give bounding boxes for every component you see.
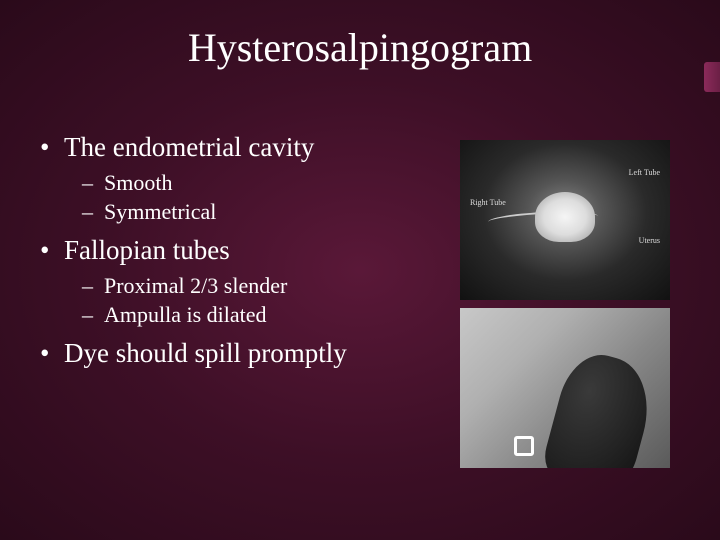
subbullet-proximal: Proximal 2/3 slender [40, 272, 380, 300]
slide-title: Hysterosalpingogram [0, 0, 720, 81]
subbullet-smooth: Smooth [40, 169, 380, 197]
bullet-fallopian: Fallopian tubes [40, 234, 380, 268]
label-right-tube: Right Tube [470, 198, 506, 207]
image-column: Right Tube Left Tube Uterus [460, 140, 670, 468]
bullet-content: The endometrial cavity Smooth Symmetrica… [0, 81, 380, 370]
label-uterus: Uterus [639, 236, 660, 245]
accent-bar [704, 62, 720, 92]
bullet-endometrial: The endometrial cavity [40, 131, 380, 165]
hsg-image-top: Right Tube Left Tube Uterus [460, 140, 670, 300]
hsg-image-bottom [460, 308, 670, 468]
subbullet-ampulla: Ampulla is dilated [40, 301, 380, 329]
subbullet-symmetrical: Symmetrical [40, 198, 380, 226]
label-left-tube: Left Tube [629, 168, 660, 177]
bullet-dye: Dye should spill promptly [40, 337, 380, 371]
